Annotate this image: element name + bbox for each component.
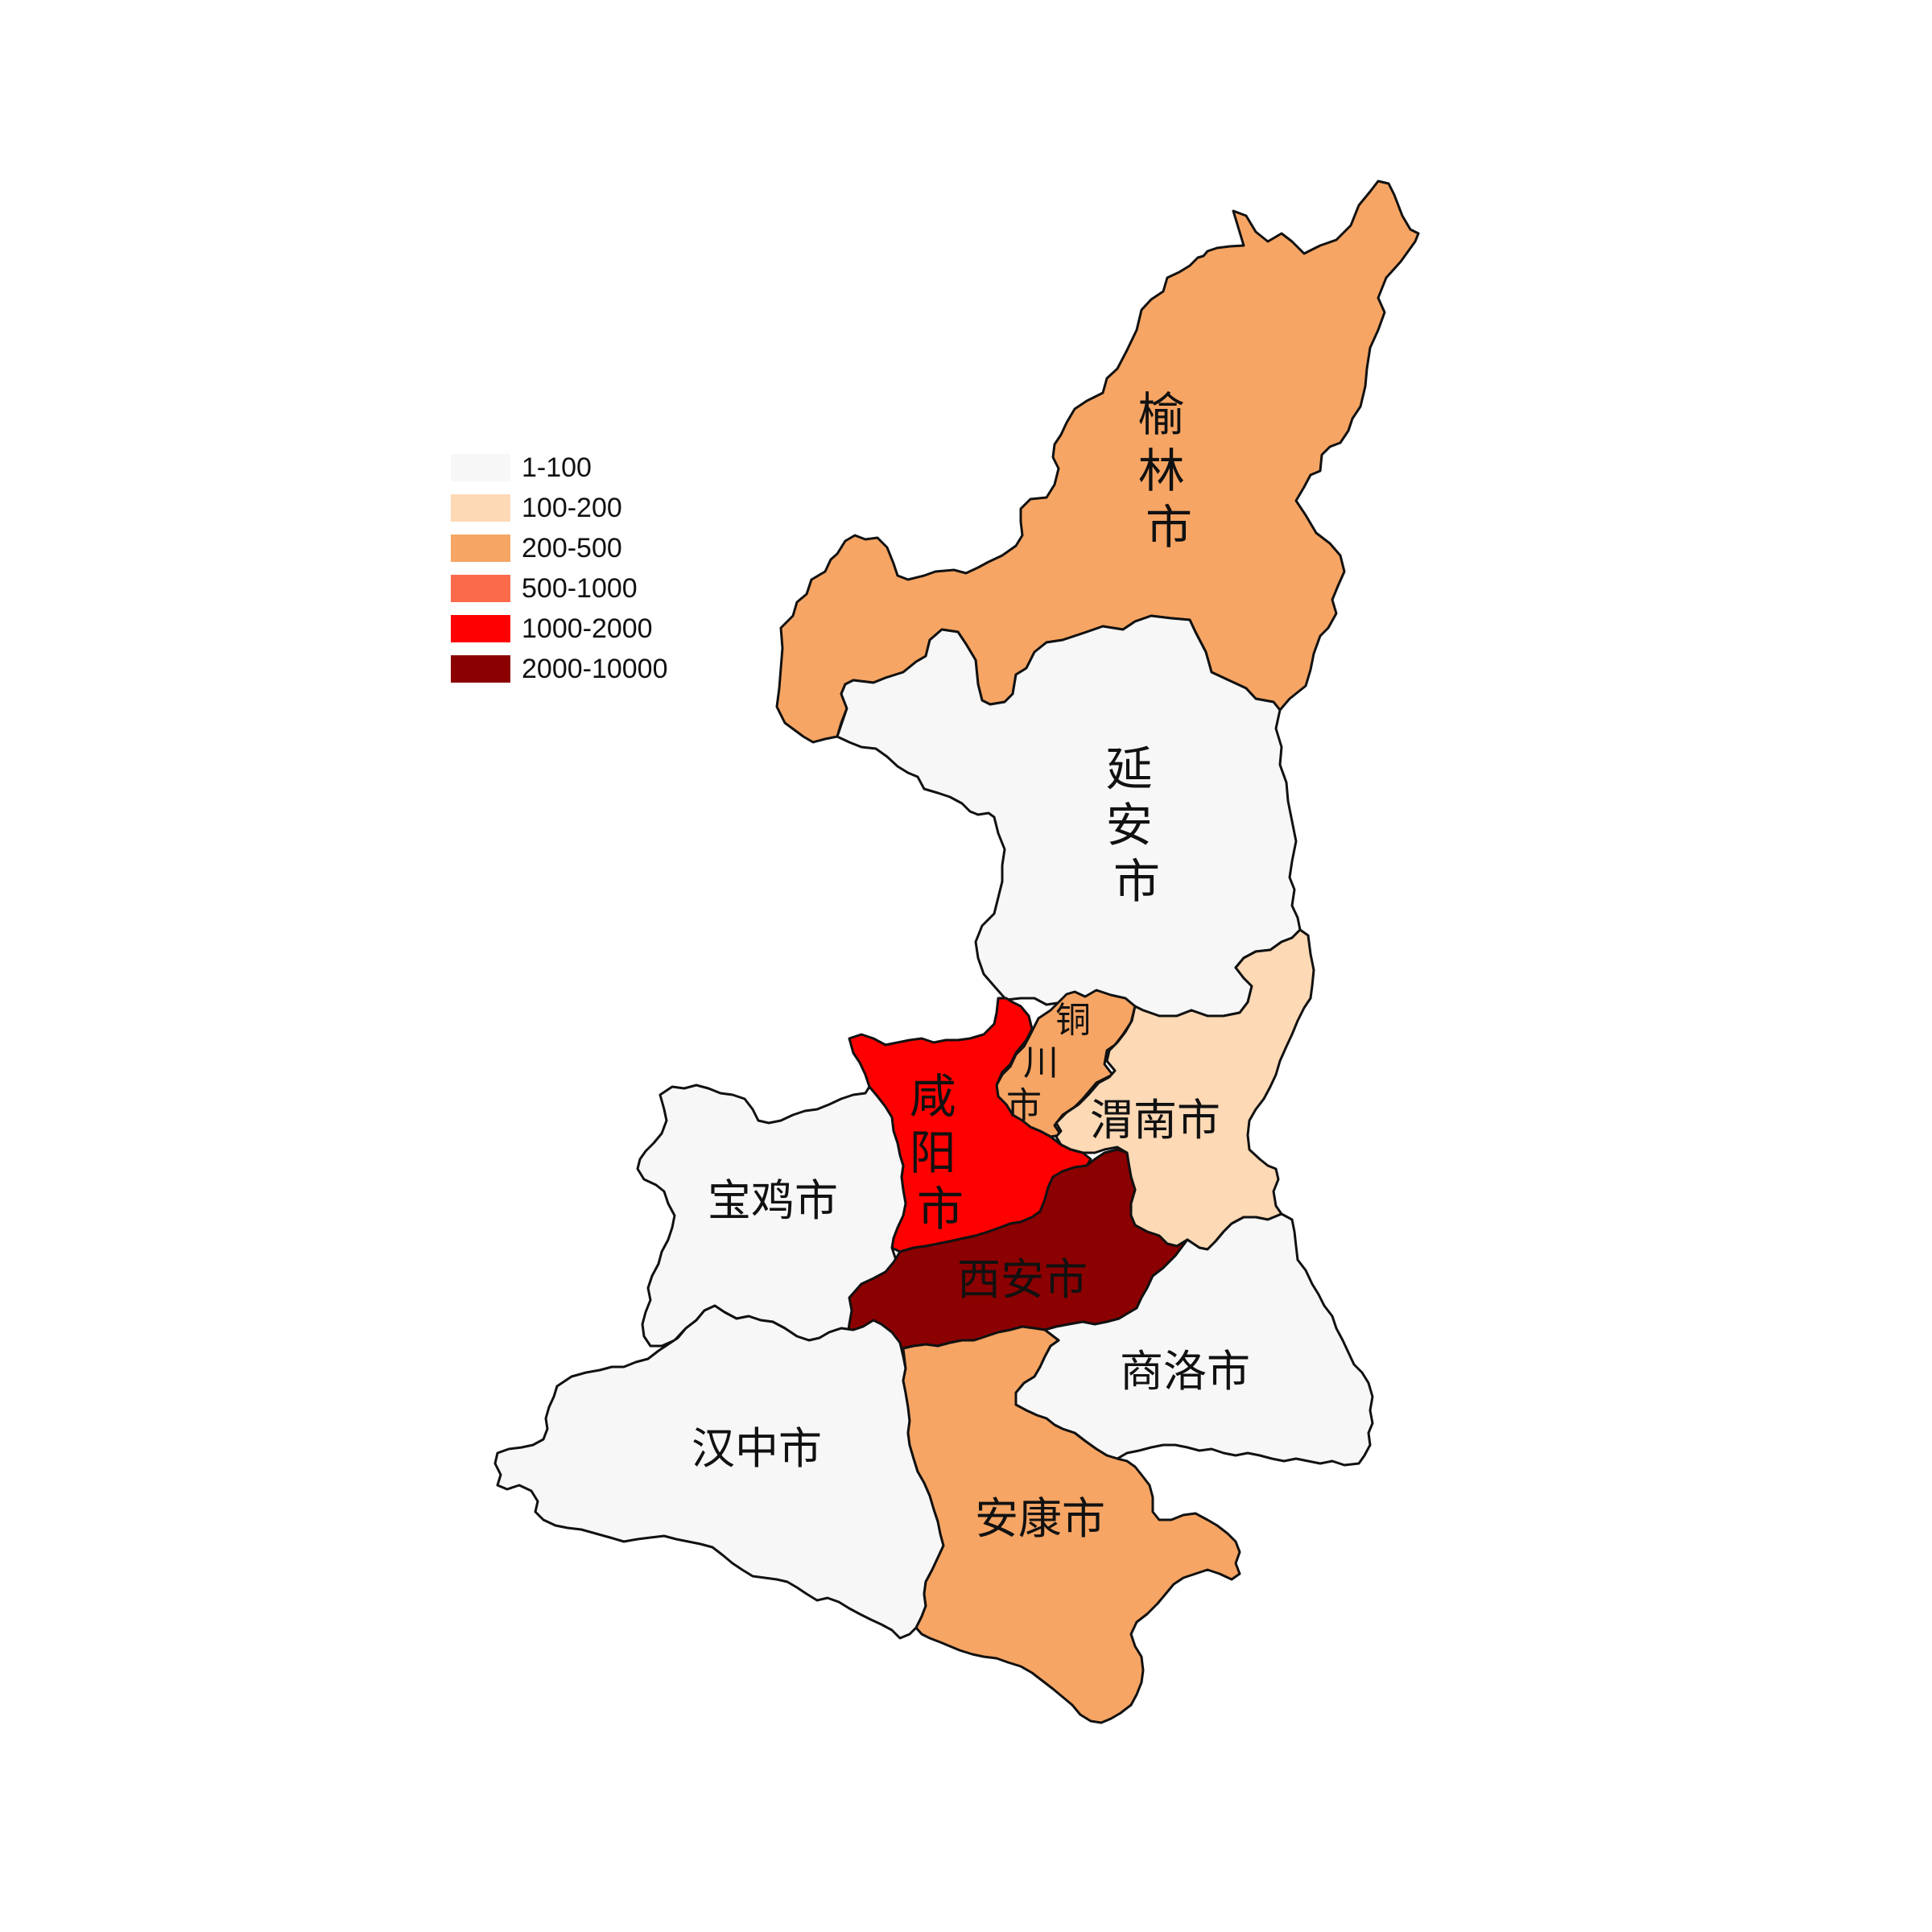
- label-baoji: 宝鸡市: [708, 1175, 838, 1226]
- region-shangluo[interactable]: [1014, 1212, 1374, 1467]
- legend-item: 500-1000: [451, 568, 668, 609]
- legend-label: 200-500: [522, 532, 622, 564]
- label-xian: 西安市: [957, 1254, 1088, 1305]
- label-ankang: 安康市: [975, 1493, 1105, 1544]
- legend-swatch: [451, 454, 510, 481]
- legend-item: 100-200: [451, 488, 668, 528]
- legend: 1-100 100-200 200-500 500-1000 1000-2000…: [451, 448, 668, 689]
- label-shangluo: 商洛市: [1120, 1346, 1250, 1397]
- legend-item: 2000-10000: [451, 649, 668, 689]
- legend-label: 500-1000: [522, 572, 638, 604]
- legend-item: 200-500: [451, 528, 668, 568]
- legend-label: 2000-10000: [522, 653, 668, 684]
- label-yanan: 延 安 市: [1106, 741, 1167, 909]
- legend-item: 1000-2000: [451, 609, 668, 649]
- label-tongchuan: 铜 川 市: [1006, 1000, 1102, 1126]
- legend-swatch: [451, 615, 510, 642]
- legend-label: 100-200: [522, 492, 622, 523]
- legend-label: 1000-2000: [522, 613, 653, 644]
- labels-layer: 榆 林 市 延 安 市 铜 川 市 渭南市 咸 阳 市 宝鸡市 西安市 商洛市: [691, 387, 1250, 1544]
- label-xianyang: 咸 阳 市: [910, 1069, 971, 1236]
- label-yulin: 榆 林 市: [1138, 387, 1199, 555]
- region-ankang[interactable]: [902, 1325, 1241, 1724]
- legend-label: 1-100: [522, 452, 592, 483]
- legend-swatch: [451, 655, 510, 683]
- legend-item: 1-100: [451, 448, 668, 488]
- label-weinan: 渭南市: [1090, 1095, 1220, 1146]
- legend-swatch: [451, 494, 510, 522]
- legend-swatch: [451, 535, 510, 562]
- label-hanzhong: 汉中市: [691, 1423, 822, 1474]
- legend-swatch: [451, 575, 510, 602]
